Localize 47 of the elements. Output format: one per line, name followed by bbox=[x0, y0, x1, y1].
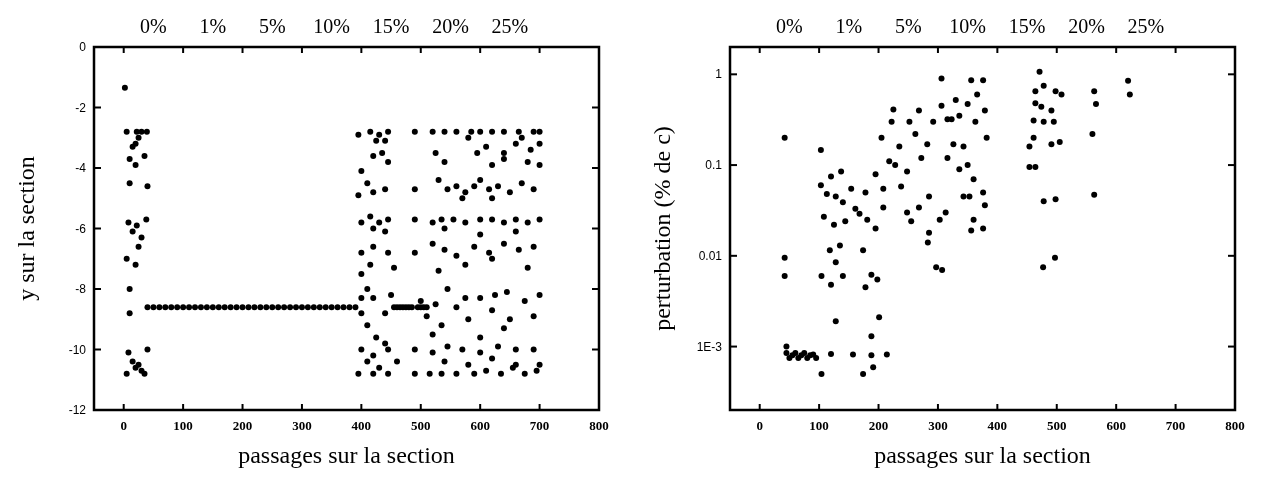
y-tick-label: -10 bbox=[68, 342, 87, 357]
y-axis-title: y sur la section bbox=[13, 156, 39, 301]
x-tick-label: 700 bbox=[1165, 418, 1186, 433]
y-tick-label: -4 bbox=[75, 161, 87, 175]
x-tick-label: 0 bbox=[756, 418, 763, 433]
text: 1% bbox=[835, 15, 863, 37]
x-tick-label: 800 bbox=[589, 418, 609, 433]
x-tick-label: 200 bbox=[232, 418, 253, 433]
y-tick-label: 0.01 bbox=[698, 248, 723, 263]
x-tick-label: 700 bbox=[529, 418, 550, 433]
x-tick-label: 600 bbox=[470, 418, 490, 433]
x-tick-label: 500 bbox=[1047, 418, 1067, 433]
y-tick-label: 1 bbox=[715, 67, 723, 82]
x-tick-label: 400 bbox=[351, 418, 372, 433]
x-axis-title: passages sur la section bbox=[874, 442, 1091, 468]
y-tick-label: 1E-3 bbox=[696, 339, 723, 354]
x-tick-label: 800 bbox=[1225, 418, 1245, 433]
text: 10% bbox=[313, 15, 350, 37]
text: 25% bbox=[491, 15, 529, 37]
text: 5% bbox=[258, 15, 286, 37]
x-tick-label: 100 bbox=[809, 418, 829, 433]
text: 10% bbox=[949, 15, 986, 37]
text: 1% bbox=[199, 15, 227, 37]
text: 0% bbox=[776, 15, 803, 37]
x-tick-label: 400 bbox=[987, 418, 1008, 433]
text: 5% bbox=[894, 15, 922, 37]
x-tick-label: 300 bbox=[292, 418, 312, 433]
y-tick-label: -6 bbox=[75, 221, 87, 236]
y-tick-label: 0.1 bbox=[705, 158, 723, 173]
text: 15% bbox=[372, 15, 410, 37]
y-tick-label: 0 bbox=[79, 40, 87, 54]
x-tick-label: 200 bbox=[868, 418, 889, 433]
x-tick-label: 100 bbox=[173, 418, 193, 433]
x-tick-label: 600 bbox=[1106, 418, 1126, 433]
x-tick-label: 300 bbox=[928, 418, 948, 433]
y-tick-label: -2 bbox=[75, 100, 87, 115]
text: 0% bbox=[140, 15, 167, 37]
text: 25% bbox=[1127, 15, 1165, 37]
text: 15% bbox=[1008, 15, 1046, 37]
x-axis-title: passages sur la section bbox=[238, 442, 455, 468]
x-tick-label: 500 bbox=[411, 418, 431, 433]
y-tick-label: -8 bbox=[75, 282, 87, 296]
x-tick-label: 0 bbox=[120, 418, 127, 433]
text: 20% bbox=[1068, 15, 1105, 37]
text: 20% bbox=[432, 15, 469, 37]
y-tick-label: -12 bbox=[68, 403, 87, 417]
y-axis-title: perturbation (% de c) bbox=[649, 126, 675, 331]
